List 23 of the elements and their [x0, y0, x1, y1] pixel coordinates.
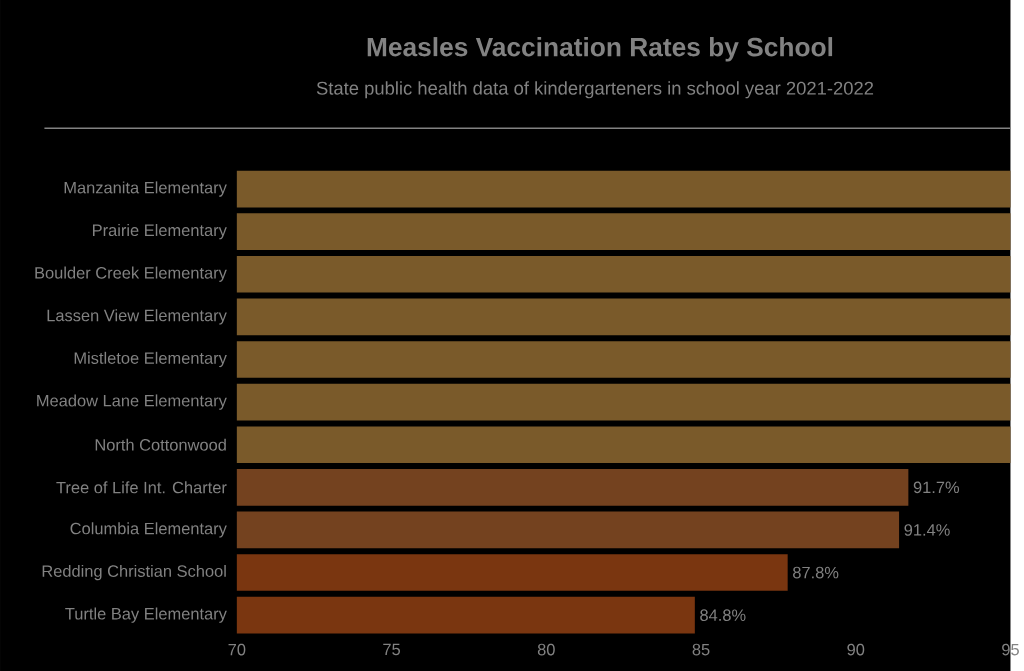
x-tick-label: 85	[692, 643, 710, 656]
data-label: 91.4%	[904, 524, 950, 536]
y-tick-label: Manzanita Elementary	[64, 181, 227, 197]
y-tick-label: Turtle Bay Elementary	[65, 607, 227, 623]
chart-subtitle: State public health data of kindergarteners in school year 2021-2022	[316, 81, 874, 99]
data-label: 91.7%	[913, 481, 960, 494]
x-tick-label: 80	[537, 643, 555, 656]
y-tick-label: Tree of Life Int. Charter	[56, 481, 227, 494]
y-tick-label: Boulder Creek Elementary	[35, 266, 227, 282]
y-tick-label: Columbia Elementary	[70, 522, 227, 538]
x-tick-label: 75	[383, 643, 401, 656]
y-tick-label: Prairie Elementary	[92, 223, 227, 240]
y-tick-label: Redding Christian School	[42, 564, 226, 581]
y-tick-label: Meadow Lane Elementary	[37, 394, 227, 410]
y-tick-label: Lassen View Elementary	[47, 309, 227, 325]
y-tick-label: North Cottonwood	[95, 438, 226, 451]
x-tick-label: 90	[847, 643, 865, 656]
y-tick-label: Mistletoe Elementary	[74, 351, 227, 368]
x-tick-label: 70	[228, 643, 246, 656]
data-label: 84.8%	[700, 609, 746, 621]
chart-title: Measles Vaccination Rates by School	[367, 37, 833, 62]
x-tick-label: 95	[1002, 643, 1019, 656]
data-label: 87.8%	[793, 566, 839, 579]
